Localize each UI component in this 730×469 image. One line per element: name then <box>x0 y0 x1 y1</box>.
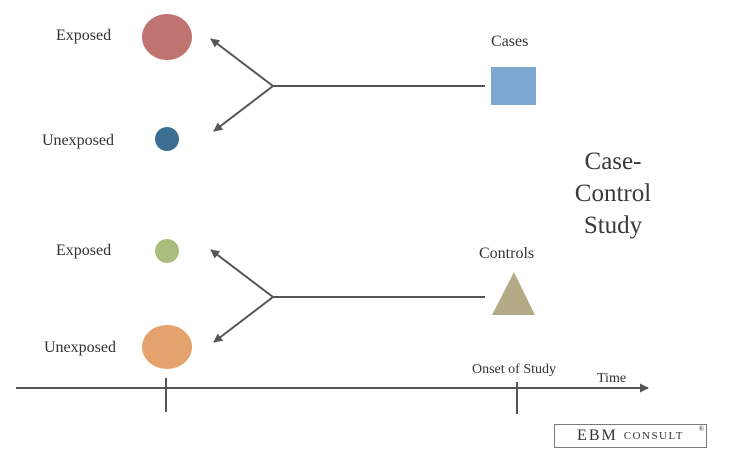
controls-unexposed-circle <box>142 325 192 369</box>
title-line-1: Case-Control <box>574 148 652 207</box>
controls-unexposed-arrow <box>213 296 274 343</box>
cases-label: Cases <box>491 33 529 50</box>
onset-of-study-label: Onset of Study <box>472 362 556 377</box>
ebm-consult-logo: EBM CONSULT ® <box>554 424 707 448</box>
controls-exposed-label: Exposed <box>56 242 112 259</box>
title-line-2: Study <box>583 212 643 239</box>
cases-square <box>491 67 536 105</box>
cases-unexposed-arrow <box>213 85 274 132</box>
controls-exposed-arrow <box>210 249 274 298</box>
cases-exposed-label: Exposed <box>56 27 112 44</box>
cases-exposed-arrow <box>210 38 274 87</box>
cases-unexposed-label: Unexposed <box>42 132 114 149</box>
diagram-title: Case-Control Study <box>548 146 678 242</box>
logo-main-text: EBM <box>577 427 618 444</box>
logo-sub-text: CONSULT <box>623 430 684 442</box>
cases-unexposed-circle <box>155 127 179 151</box>
controls-unexposed-label: Unexposed <box>44 339 116 356</box>
time-label: Time <box>597 371 627 386</box>
controls-exposed-circle <box>155 239 179 263</box>
controls-triangle <box>492 272 535 315</box>
controls-label: Controls <box>479 245 535 262</box>
registered-mark: ® <box>698 425 704 433</box>
cases-exposed-circle <box>142 14 192 60</box>
